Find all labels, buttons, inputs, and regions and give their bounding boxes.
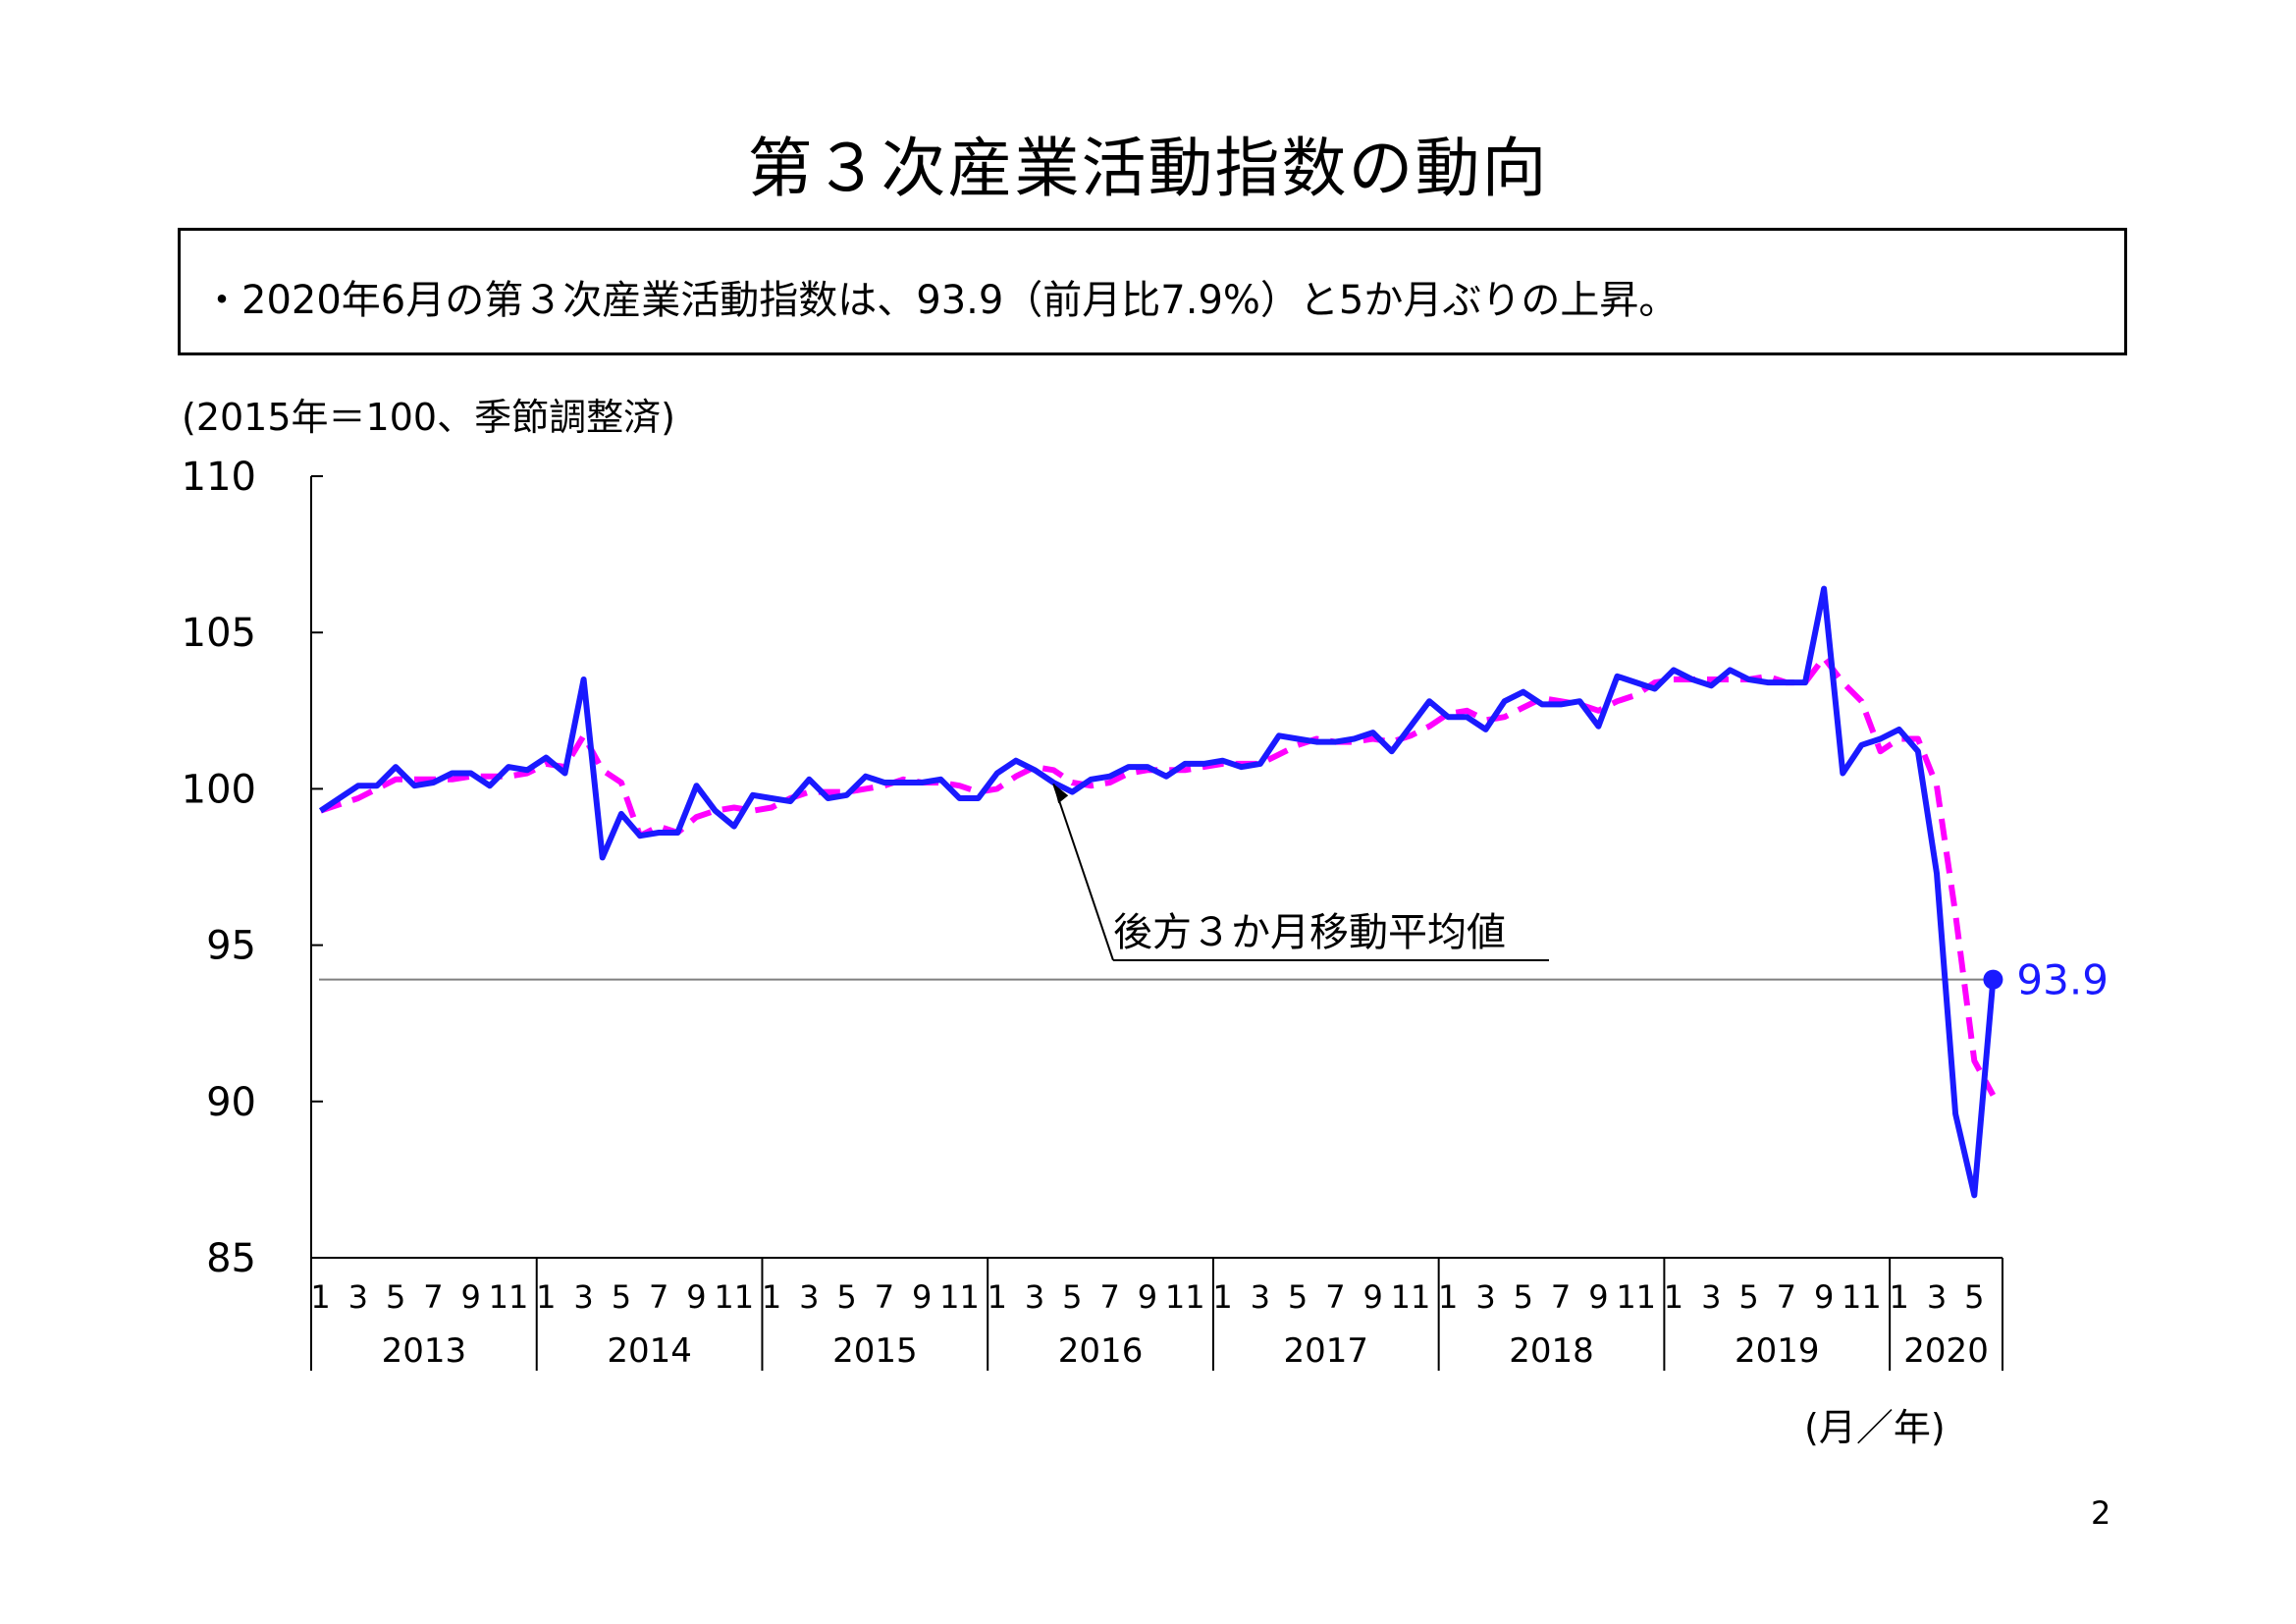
x-year-label: 2014 <box>607 1331 692 1371</box>
x-month-label: 3 <box>573 1278 593 1316</box>
moving-average-point <box>656 824 662 830</box>
x-month-label: 5 <box>1514 1278 1533 1316</box>
x-month-label: 3 <box>348 1278 368 1316</box>
x-month-label: 1 <box>988 1278 1007 1316</box>
x-year-label: 2019 <box>1735 1331 1820 1371</box>
x-year-label: 2016 <box>1058 1331 1144 1371</box>
index-line <box>318 585 1997 1199</box>
y-tick-label: 110 <box>182 455 256 500</box>
x-month-label: 3 <box>1701 1278 1721 1316</box>
summary-box: ・2020年6月の第３次産業活動指数は、93.9（前月比7.9%）と5か月ぶりの… <box>178 228 2127 355</box>
x-month-label: 1 <box>536 1278 556 1316</box>
x-month-label: 5 <box>836 1278 856 1316</box>
x-month-label: 11 <box>714 1278 754 1316</box>
x-month-label: 5 <box>1964 1278 1984 1316</box>
x-month-label: 9 <box>1138 1278 1157 1316</box>
x-month-label: 5 <box>1738 1278 1758 1316</box>
x-month-label: 5 <box>612 1278 631 1316</box>
x-month-label: 7 <box>1325 1278 1345 1316</box>
x-month-label: 11 <box>489 1278 529 1316</box>
y-tick-label: 85 <box>206 1236 256 1281</box>
x-month-label: 3 <box>799 1278 819 1316</box>
x-month-label: 7 <box>649 1278 668 1316</box>
x-month-label: 11 <box>1165 1278 1205 1316</box>
x-month-label: 11 <box>1616 1278 1656 1316</box>
x-month-label: 9 <box>912 1278 932 1316</box>
page-number: 2 <box>2091 1494 2111 1532</box>
x-month-label: 9 <box>1362 1278 1382 1316</box>
page-title: 第３次産業活動指数の動向 <box>747 131 1549 206</box>
moving-average-line <box>319 654 1997 1097</box>
y-tick-label: 95 <box>206 924 256 969</box>
moving-average-point <box>1896 735 1902 741</box>
x-month-label: 7 <box>1099 1278 1119 1316</box>
moving-average-point <box>1821 655 1827 661</box>
x-month-label: 9 <box>1588 1278 1608 1316</box>
moving-average-point <box>506 774 511 780</box>
x-month-label: 9 <box>686 1278 706 1316</box>
x-month-label: 1 <box>310 1278 330 1316</box>
x-month-label: 11 <box>939 1278 980 1316</box>
x-month-label: 3 <box>1927 1278 1947 1316</box>
x-month-label: 1 <box>1890 1278 1909 1316</box>
x-year-label: 2020 <box>1903 1331 1989 1371</box>
y-axis: 85 90 95 100 105 110 <box>182 455 323 1281</box>
moving-average-point <box>1952 911 1958 917</box>
moving-average-point <box>1633 692 1639 698</box>
latest-value-marker <box>1983 969 2003 990</box>
y-tick-label: 105 <box>182 611 256 656</box>
x-axis-label: (月／年) <box>1804 1406 1946 1449</box>
unit-label: (2015年＝100、季節調整済) <box>182 396 675 439</box>
moving-average-arrowhead <box>1053 784 1069 804</box>
x-month-label: 3 <box>1251 1278 1270 1316</box>
x-month-label: 11 <box>1842 1278 1882 1316</box>
moving-average-point <box>1765 674 1771 679</box>
summary-text: ・2020年6月の第３次産業活動指数は、93.9（前月比7.9%）と5か月ぶりの… <box>202 278 1679 323</box>
x-month-label: 7 <box>423 1278 443 1316</box>
moving-average-point <box>750 808 756 814</box>
x-month-label: 7 <box>1551 1278 1571 1316</box>
x-month-label: 5 <box>1288 1278 1308 1316</box>
x-month-label: 7 <box>1777 1278 1796 1316</box>
x-month-label: 1 <box>1438 1278 1458 1316</box>
x-year-label: 2015 <box>832 1331 918 1371</box>
moving-average-point <box>1840 679 1845 685</box>
x-month-label: 11 <box>1391 1278 1431 1316</box>
y-tick-label: 100 <box>182 767 256 812</box>
x-year-label: 2018 <box>1509 1331 1594 1371</box>
moving-average-point <box>600 767 606 773</box>
x-month-label: 3 <box>1025 1278 1044 1316</box>
x-year-label: 2013 <box>382 1331 467 1371</box>
x-month-label: 5 <box>386 1278 405 1316</box>
x-month-label: 3 <box>1475 1278 1495 1316</box>
x-month-label: 9 <box>461 1278 481 1316</box>
data-points <box>506 655 2003 990</box>
x-month-label: 5 <box>1062 1278 1082 1316</box>
x-month-label: 9 <box>1814 1278 1834 1316</box>
x-month-label: 7 <box>875 1278 894 1316</box>
x-month-label: 1 <box>1664 1278 1683 1316</box>
x-year-label: 2017 <box>1284 1331 1369 1371</box>
annotations: 93.9 後方３か月移動平均値 <box>1052 783 2109 1004</box>
latest-value-label: 93.9 <box>2016 956 2109 1004</box>
y-tick-label: 90 <box>206 1080 256 1125</box>
moving-average-pointer <box>1052 783 1114 961</box>
moving-average-label: 後方３か月移動平均値 <box>1113 910 1506 955</box>
x-month-label: 1 <box>762 1278 781 1316</box>
x-month-label: 1 <box>1212 1278 1232 1316</box>
